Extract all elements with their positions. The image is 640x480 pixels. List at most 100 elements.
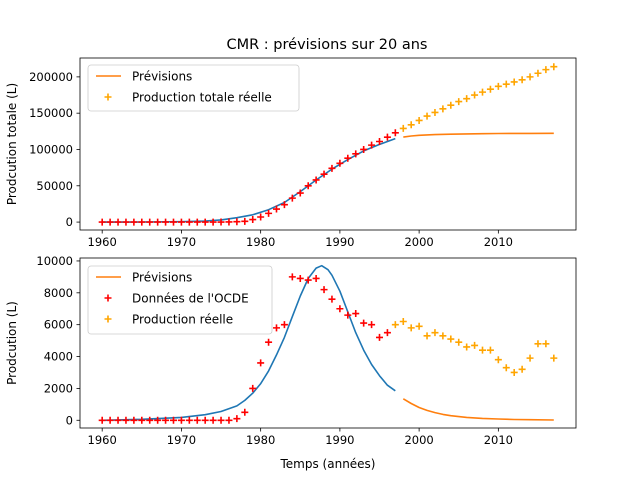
real-point (486, 346, 494, 354)
ocde-point (225, 218, 233, 226)
ocde-point (272, 205, 280, 213)
ocde-point (312, 274, 320, 282)
y-tick-label: 50000 (36, 179, 73, 193)
ocde-point (201, 218, 209, 226)
x-tick-label: 2010 (484, 433, 513, 447)
real-point (479, 88, 487, 96)
x-tick-label: 2010 (484, 235, 513, 249)
y-axis-label: Prodcution (L) (5, 301, 19, 385)
ocde-point (320, 286, 328, 294)
legend-label: Données de l'OCDE (132, 292, 249, 306)
real-point (439, 332, 447, 340)
ocde-point (217, 218, 225, 226)
ocde-point (185, 218, 193, 226)
real-point (407, 121, 415, 129)
ocde-point (360, 145, 368, 153)
ocde-point (154, 416, 162, 424)
ocde-point (146, 416, 154, 424)
y-tick-label: 0 (66, 215, 73, 229)
x-tick-label: 2000 (404, 433, 433, 447)
ocde-point (383, 133, 391, 141)
ocde-point (383, 329, 391, 337)
ocde-point (376, 333, 384, 341)
real-point (447, 101, 455, 109)
ocde-point (169, 218, 177, 226)
ocde-point (280, 201, 288, 209)
ocde-point (272, 324, 280, 332)
ocde-point (162, 218, 170, 226)
real-point (526, 73, 534, 81)
legend-label: Production réelle (132, 313, 233, 327)
ocde-point (376, 137, 384, 145)
ocde-point (320, 170, 328, 178)
real-point (423, 112, 431, 120)
x-tick-label: 2000 (404, 235, 433, 249)
ocde-point (249, 384, 257, 392)
ocde-point (130, 218, 138, 226)
x-tick-label: 1990 (325, 235, 354, 249)
chart-title: CMR : prévisions sur 20 ans (226, 37, 427, 53)
ocde-point (114, 416, 122, 424)
legend-label: Prévisions (132, 271, 192, 285)
ocde-point (360, 319, 368, 327)
x-tick-label: 1970 (167, 433, 196, 447)
y-axis-label: Prodcution totale (L) (5, 83, 19, 205)
ocde-point (177, 416, 185, 424)
plot-total-production: 1960 1970 1980 1990 2000 2010 0 50000 100000 1500… (5, 57, 577, 249)
ocde-point (336, 159, 344, 167)
legend-label: Prévisions (132, 70, 192, 84)
legend: Prévisions Données de l'OCDE Production ré… (87, 265, 273, 335)
y-tick-label: 0 (66, 413, 73, 427)
real-point (526, 354, 534, 362)
y-tick-label: 150000 (29, 106, 73, 120)
real-point (534, 69, 542, 77)
ocde-point (106, 218, 114, 226)
y-tick-label: 2000 (44, 381, 73, 395)
real-point (479, 346, 487, 354)
real-point (463, 343, 471, 351)
real-point (494, 356, 502, 364)
ocde-point (98, 218, 106, 226)
x-tick-label: 1990 (325, 433, 354, 447)
x-axis-label: Temps (années) (280, 457, 376, 471)
y-tick-label: 8000 (44, 286, 73, 300)
real-point (423, 332, 431, 340)
real-point (463, 95, 471, 103)
x-tick-label: 1980 (246, 235, 275, 249)
ocde-point (280, 321, 288, 329)
real-point (407, 324, 415, 332)
real-point (542, 66, 550, 74)
ocde-point (122, 416, 130, 424)
ocde-point (217, 416, 225, 424)
ocde-point (288, 194, 296, 202)
ocde-point (344, 311, 352, 319)
ocde-point (241, 217, 249, 225)
real-point (455, 98, 463, 106)
ocde-point (241, 408, 249, 416)
ocde-point (336, 305, 344, 313)
ocde-point (352, 150, 360, 158)
legend-box (87, 64, 300, 112)
ocde-point (138, 416, 146, 424)
ocde-point (146, 218, 154, 226)
y-tick-label: 4000 (44, 350, 73, 364)
real-point (486, 85, 494, 93)
ocde-point (296, 274, 304, 282)
real-point (502, 364, 510, 372)
ocde-point (257, 213, 265, 221)
ocde-point (288, 273, 296, 281)
legend-label: Production totale réelle (132, 91, 272, 105)
axes-frame (79, 57, 577, 231)
ocde-point (138, 218, 146, 226)
legend-marker-swatch (104, 315, 112, 323)
ocde-point (368, 321, 376, 329)
ocde-point (122, 218, 130, 226)
y-tick-label: 200000 (29, 70, 73, 84)
ocde-point (130, 416, 138, 424)
ocde-point (312, 176, 320, 184)
real-point (494, 82, 502, 90)
ocde-point (265, 338, 273, 346)
ocde-point (296, 189, 304, 197)
y-tick-label: 6000 (44, 318, 73, 332)
real-point (415, 116, 423, 124)
